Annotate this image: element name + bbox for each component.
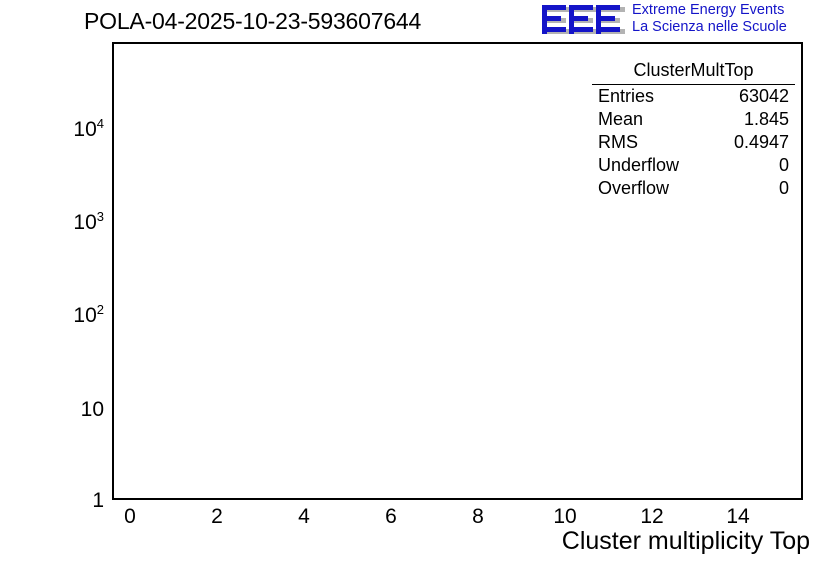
eee-logo: Extreme Energy Events La Scienza nelle S… bbox=[540, 2, 830, 42]
x-tick-label-12: 12 bbox=[640, 505, 664, 528]
stats-value-entries: 63042 bbox=[738, 86, 789, 106]
x-axis-title: Cluster multiplicity Top bbox=[561, 527, 810, 555]
x-tick-label-14: 14 bbox=[726, 505, 750, 528]
x-tick-label-0: 0 bbox=[124, 505, 136, 528]
x-tick-label-4: 4 bbox=[298, 505, 310, 528]
stats-value-underflow: 0 bbox=[778, 155, 789, 175]
stats-row-underflow: Underflow 0 bbox=[592, 154, 795, 177]
stats-box-title: ClusterMultTop bbox=[592, 58, 795, 85]
page-title: POLA-04-2025-10-23-593607644 bbox=[84, 8, 422, 34]
eee-logo-line1: Extreme Energy Events bbox=[632, 2, 785, 18]
x-tick-label-10: 10 bbox=[553, 505, 577, 528]
stats-row-mean: Mean 1.845 bbox=[592, 108, 795, 131]
stats-label-mean: Mean bbox=[598, 109, 644, 129]
stats-value-mean: 1.845 bbox=[743, 109, 789, 129]
y-tick-label-10: 10 bbox=[80, 398, 104, 421]
stats-row-overflow: Overflow 0 bbox=[592, 177, 795, 200]
stats-value-overflow: 0 bbox=[778, 178, 789, 198]
y-tick-label-1e2: 102 bbox=[73, 302, 104, 327]
eee-logo-text: Extreme Energy Events La Scienza nelle S… bbox=[632, 2, 787, 36]
y-tick-label-1: 1 bbox=[92, 489, 104, 512]
stats-row-entries: Entries 63042 bbox=[592, 85, 795, 108]
stats-label-underflow: Underflow bbox=[598, 155, 680, 175]
stats-box: ClusterMultTop Entries 63042 Mean 1.845 … bbox=[592, 58, 795, 200]
stats-value-rms: 0.4947 bbox=[733, 132, 789, 152]
eee-logo-line2: La Scienza nelle Scuole bbox=[632, 19, 787, 35]
y-tick-label-1e3: 103 bbox=[73, 209, 104, 234]
x-tick-label-6: 6 bbox=[385, 505, 397, 528]
stats-label-entries: Entries bbox=[598, 86, 655, 106]
eee-mark-icon bbox=[542, 5, 625, 34]
stats-label-overflow: Overflow bbox=[598, 178, 670, 198]
y-tick-label-1e4: 104 bbox=[73, 116, 104, 141]
x-tick-label-2: 2 bbox=[211, 505, 223, 528]
stats-row-rms: RMS 0.4947 bbox=[592, 131, 795, 154]
stats-label-rms: RMS bbox=[598, 132, 638, 152]
x-tick-label-8: 8 bbox=[472, 505, 484, 528]
